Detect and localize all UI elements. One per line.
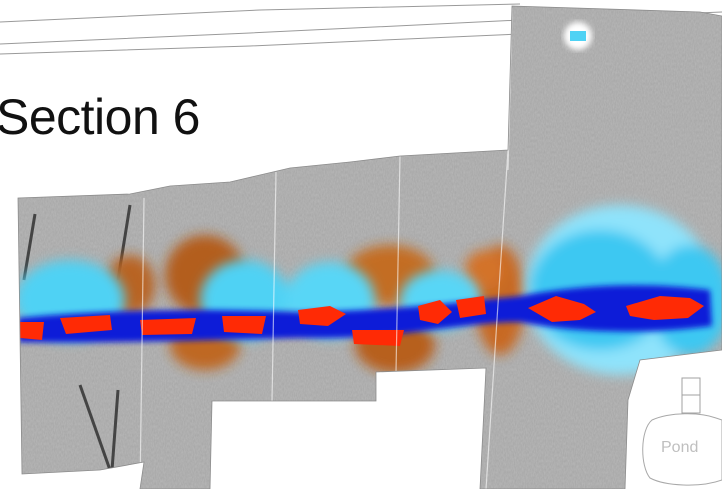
positive-anomaly-core [20,296,704,346]
pond-outline [642,413,722,486]
building-outlines [681,377,701,414]
survey-tile-seams [139,7,513,489]
pond-label: Pond [661,439,699,456]
ferrous-spike-marker [564,22,592,50]
survey-boundary [17,5,722,489]
map-section-title: Section 6 [0,89,200,145]
